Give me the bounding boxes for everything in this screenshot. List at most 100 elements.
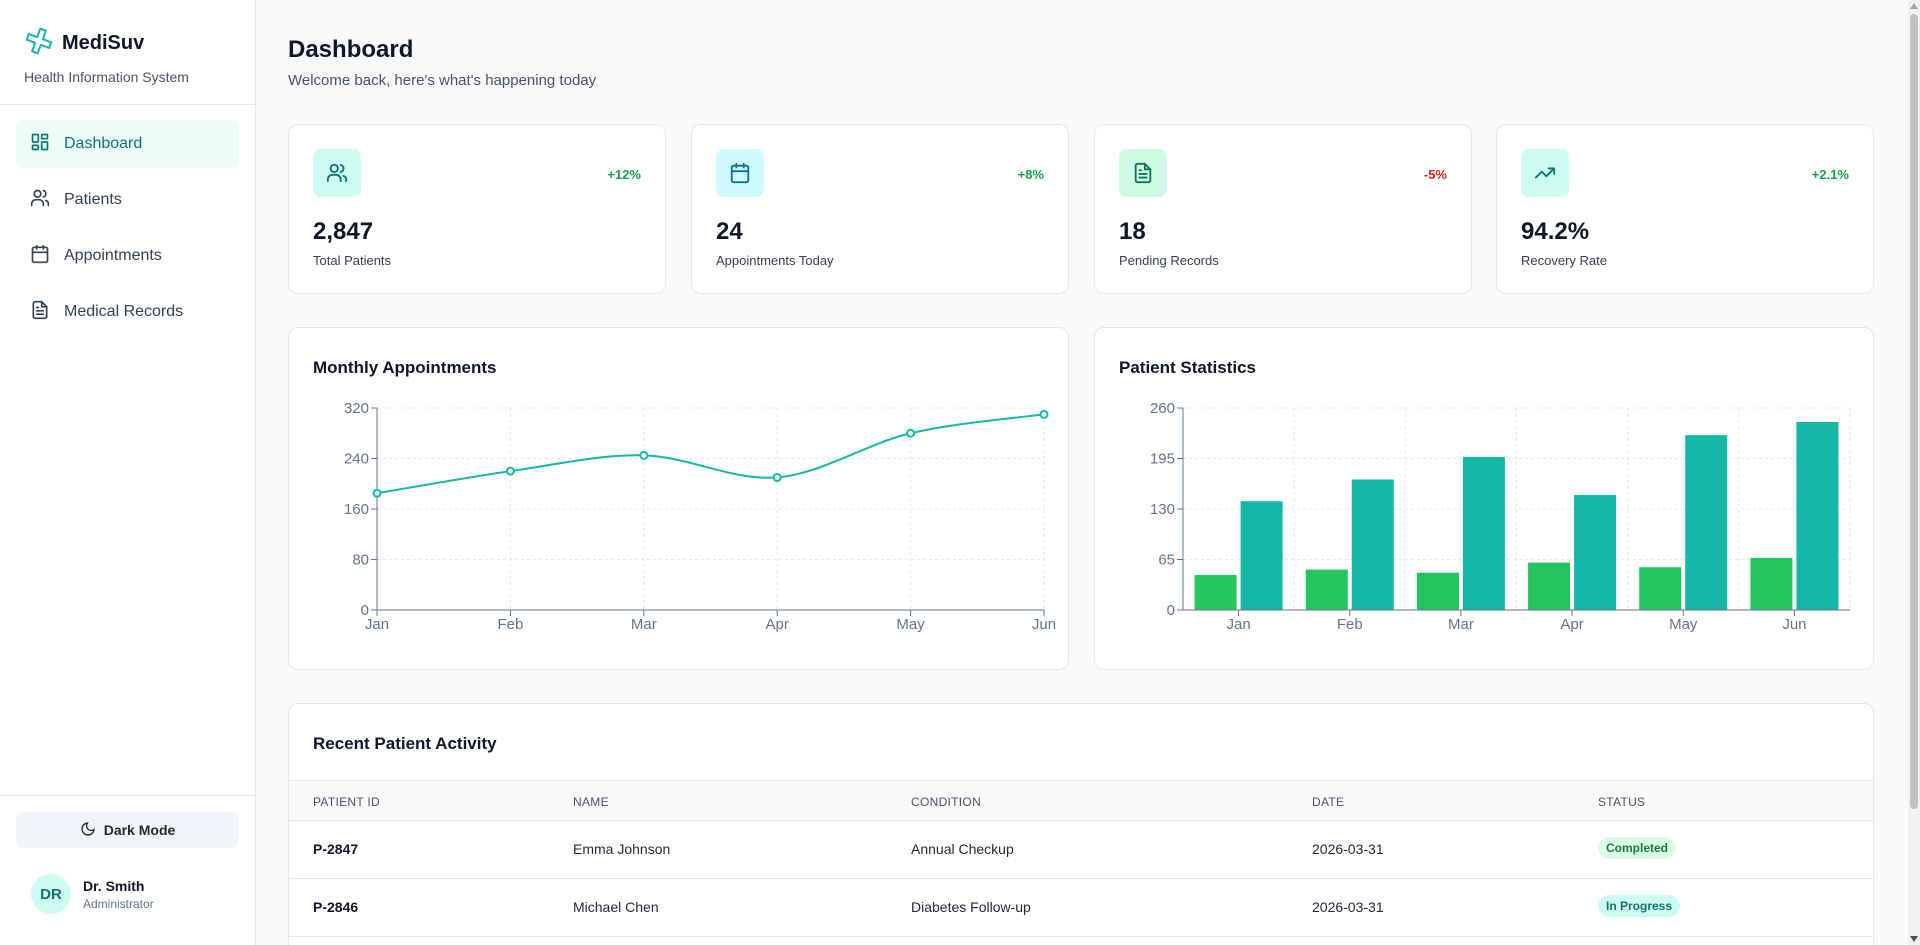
column-header: PATIENT ID [313, 795, 381, 809]
x-tick-label: Jan [1226, 616, 1250, 633]
dark-mode-button[interactable]: Dark Mode [16, 812, 239, 848]
table-row[interactable]: P-2846 Michael Chen Diabetes Follow-up 2… [289, 879, 1873, 937]
user-role: Administrator [83, 896, 154, 911]
column-header: DATE [1312, 795, 1345, 809]
bar [1305, 569, 1348, 610]
bar [1685, 435, 1728, 610]
brand: MediSuv Health Information System [0, 0, 255, 105]
stat-change: +8% [1017, 167, 1044, 182]
dashboard-grid-icon [30, 132, 50, 157]
nav-label: Patients [64, 191, 122, 208]
data-point [906, 428, 916, 438]
user-name: Dr. Smith [83, 877, 145, 894]
y-tick-label: 80 [352, 552, 369, 569]
stat-card-total-patients: +12% 2,847 Total Patients [288, 124, 666, 294]
bar [1528, 562, 1571, 610]
chart-title: Monthly Appointments [313, 358, 497, 377]
sidebar-footer: Dark Mode DR Dr. Smith Administrator [0, 795, 255, 945]
x-tick-label: May [896, 616, 925, 633]
brand-name: MediSuv [62, 32, 145, 54]
recent-activity-card: Recent Patient Activity PATIENT ID NAME … [288, 703, 1874, 945]
patient-id: P-2847 [313, 841, 359, 857]
y-tick-label: 260 [1150, 400, 1175, 417]
y-tick-label: 130 [1150, 501, 1175, 518]
bar [1416, 572, 1459, 610]
users-icon [30, 188, 50, 213]
y-tick-label: 0 [1167, 602, 1175, 619]
stat-label: Total Patients [313, 253, 392, 268]
bar [1194, 575, 1237, 610]
data-point [1039, 409, 1049, 419]
users-icon [313, 149, 361, 197]
nav-item-medical-records[interactable]: Medical Records [16, 288, 239, 336]
table-row[interactable]: P-2847 Emma Johnson Annual Checkup 2026-… [289, 821, 1873, 879]
nav-item-dashboard[interactable]: Dashboard [16, 120, 239, 168]
y-tick-label: 320 [344, 400, 369, 417]
trending-up-icon [1521, 149, 1569, 197]
calendar-icon [30, 244, 50, 269]
stat-card-pending-records: -5% 18 Pending Records [1094, 124, 1472, 294]
stat-card-recovery-rate: +2.1% 94.2% Recovery Rate [1496, 124, 1874, 294]
table-header: PATIENT ID NAME CONDITION DATE STATUS [289, 780, 1873, 821]
column-header: CONDITION [911, 795, 982, 809]
x-tick-label: Feb [497, 616, 523, 633]
avatar: DR [31, 874, 71, 914]
stat-value: 94.2% [1521, 218, 1590, 245]
x-tick-label: Mar [631, 616, 657, 633]
monthly-appointments-card: Monthly Appointments 0 80 160 240 320 Jan Feb M… [288, 327, 1069, 670]
chart-title: Patient Statistics [1119, 358, 1256, 377]
x-tick-label: Mar [1448, 616, 1474, 633]
nav-label: Dashboard [64, 135, 143, 152]
series-line [376, 413, 1045, 495]
stat-label: Recovery Rate [1521, 253, 1607, 268]
patient-name: Emma Johnson [573, 841, 671, 857]
nav-label: Medical Records [64, 303, 184, 320]
scroll-thumb[interactable] [1910, 14, 1918, 809]
status-badge: In Progress [1598, 895, 1681, 917]
nav-item-patients[interactable]: Patients [16, 176, 239, 224]
y-tick-label: 0 [361, 602, 369, 619]
patient-name: Michael Chen [573, 899, 659, 915]
bar [1574, 495, 1617, 610]
data-point [639, 450, 649, 460]
patient-condition: Annual Checkup [911, 841, 1014, 857]
data-point [772, 472, 782, 482]
document-icon [1119, 149, 1167, 197]
x-tick-label: Apr [1560, 616, 1583, 633]
data-point [372, 488, 382, 498]
stat-value: 24 [716, 218, 743, 245]
stat-value: 2,847 [313, 218, 374, 245]
y-tick-label: 65 [1158, 552, 1175, 569]
x-tick-label: Jan [365, 616, 389, 633]
bar [1462, 456, 1505, 610]
bar [1796, 421, 1839, 610]
stat-value: 18 [1119, 218, 1146, 245]
patient-date: 2026-03-31 [1312, 841, 1384, 857]
table-title: Recent Patient Activity [313, 734, 497, 753]
x-tick-label: Jun [1782, 616, 1806, 633]
data-point [505, 466, 515, 476]
stat-change: +2.1% [1811, 167, 1849, 182]
bar [1750, 557, 1793, 610]
x-tick-label: Feb [1337, 616, 1363, 633]
main-nav: Dashboard Patients Appointments [0, 105, 255, 336]
scroll-down-arrow-icon[interactable] [1910, 936, 1918, 942]
medical-cross-icon [24, 26, 54, 61]
user-profile[interactable]: DR Dr. Smith Administrator [16, 874, 239, 914]
line-chart: 0 80 160 240 320 Jan Feb Mar Apr May Jun [344, 400, 1056, 633]
page-subtitle: Welcome back, here's what's happening to… [288, 72, 597, 89]
y-tick-label: 195 [1150, 451, 1175, 468]
x-tick-label: May [1669, 616, 1698, 633]
scroll-up-arrow-icon[interactable] [1910, 3, 1918, 9]
column-header: NAME [573, 795, 609, 809]
column-header: STATUS [1598, 795, 1646, 809]
nav-label: Appointments [64, 247, 162, 264]
nav-item-appointments[interactable]: Appointments [16, 232, 239, 280]
page-title: Dashboard [288, 36, 414, 63]
status-badge: Completed [1598, 837, 1677, 859]
stat-label: Appointments Today [716, 253, 834, 268]
document-icon [30, 300, 50, 325]
stat-change: +12% [607, 167, 641, 182]
bar [1639, 567, 1682, 610]
page-scrollbar[interactable] [1908, 0, 1920, 945]
